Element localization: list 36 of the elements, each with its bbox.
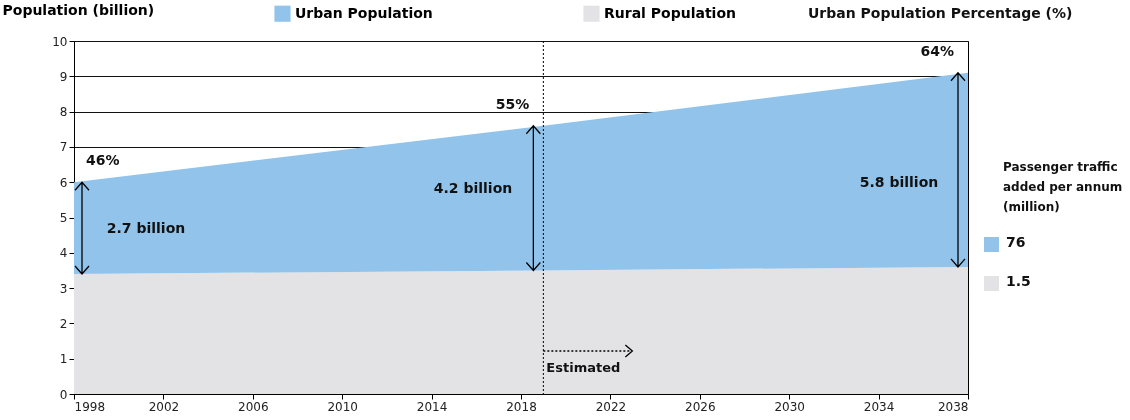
text: Urban Population Percentage (%) [808, 5, 1073, 21]
x-tick-label: 1998 [74, 399, 106, 414]
y-tick-label: 7 [59, 140, 68, 155]
annotation: 46% [86, 152, 120, 169]
x-tick-label: 2006 [238, 399, 269, 414]
y-axis-title: Population (billion) [2, 1, 155, 18]
x-tick-label: 2030 [774, 399, 805, 414]
text: 1.5 [1006, 273, 1031, 289]
x-tick-label: 2018 [506, 399, 537, 414]
x-tick-label: 2026 [685, 399, 716, 414]
y-tick-label: 4 [59, 246, 68, 261]
text: 76 [1006, 234, 1026, 250]
annotation: 64% [920, 42, 954, 59]
y-tick-label: 1 [59, 352, 68, 367]
x-tick-label: 2002 [148, 399, 180, 414]
y-tick-label: 6 [59, 175, 68, 190]
y-tick-label: 5 [59, 211, 68, 225]
y-tick-label: 9 [59, 69, 68, 84]
annotation: 2.7 billion [106, 220, 186, 236]
ref-line-label: Estimated [546, 360, 621, 375]
y-tick-label: 3 [59, 281, 68, 296]
annotation: 5.8 billion [859, 174, 939, 190]
annotation: 55% [495, 95, 530, 112]
x-tick-label: 2022 [595, 399, 627, 414]
x-tick-label: 2034 [863, 399, 895, 414]
y-tick-label: 10 [52, 34, 68, 49]
x-tick-label: 2038 [937, 399, 969, 414]
legend-label: Rural Population [604, 4, 736, 21]
y-tick-label: 2 [59, 316, 68, 331]
legend-label: Urban Population [295, 4, 433, 21]
y-tick-label: 8 [59, 105, 68, 120]
annotation: 4.2 billion [433, 180, 513, 196]
y-tick-label: 0 [59, 387, 68, 402]
text: Passenger traffic added per annum (million) [1003, 159, 1124, 216]
x-tick-label: 2010 [327, 399, 358, 414]
x-tick-label: 2014 [416, 399, 448, 414]
